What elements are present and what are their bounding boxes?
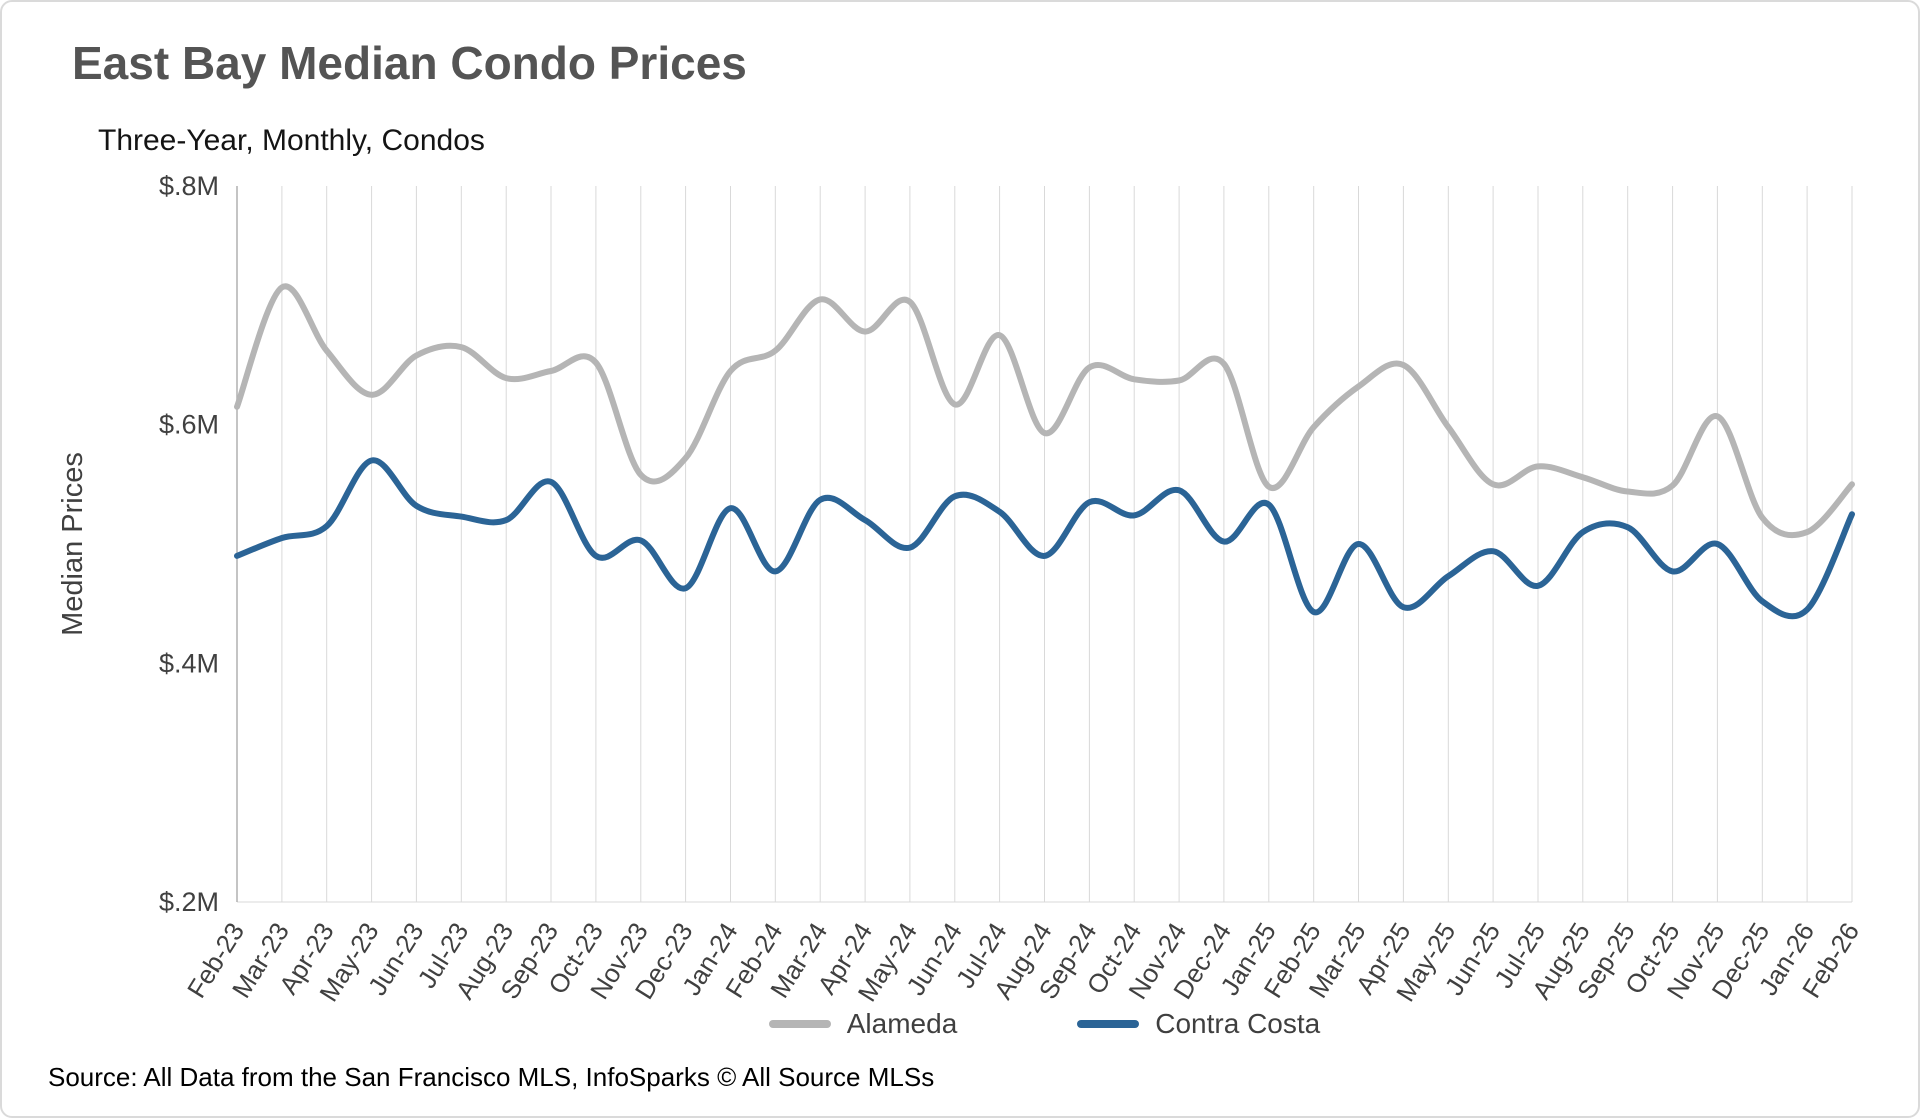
contra-costa-line-swatch (1077, 1020, 1140, 1028)
y-axis-tick-label: $.6M (159, 410, 219, 440)
page-title: East Bay Median Condo Prices (72, 37, 747, 89)
y-axis-tick-label: $.4M (159, 648, 219, 678)
legend-item-alameda: Alameda (768, 1008, 958, 1040)
page-subtitle: Three-Year, Monthly, Condos (98, 124, 485, 157)
legend-label-alameda: Alameda (846, 1008, 958, 1039)
series-line-contra-costa (234, 457, 1855, 620)
source-attribution: Source: All Data from the San Francisco … (48, 1062, 935, 1092)
chart-legend: Alameda Contra Costa (237, 1008, 1852, 1040)
series-line-alameda (234, 283, 1855, 539)
legend-item-contra-costa: Contra Costa (1077, 1008, 1320, 1040)
y-axis-tick-label: $.2M (159, 887, 219, 917)
legend-label-contra-costa: Contra Costa (1155, 1008, 1321, 1039)
alameda-line-swatch (768, 1020, 831, 1028)
y-axis-title: Median Prices (57, 452, 89, 636)
y-axis-tick-label: $.8M (159, 171, 219, 201)
